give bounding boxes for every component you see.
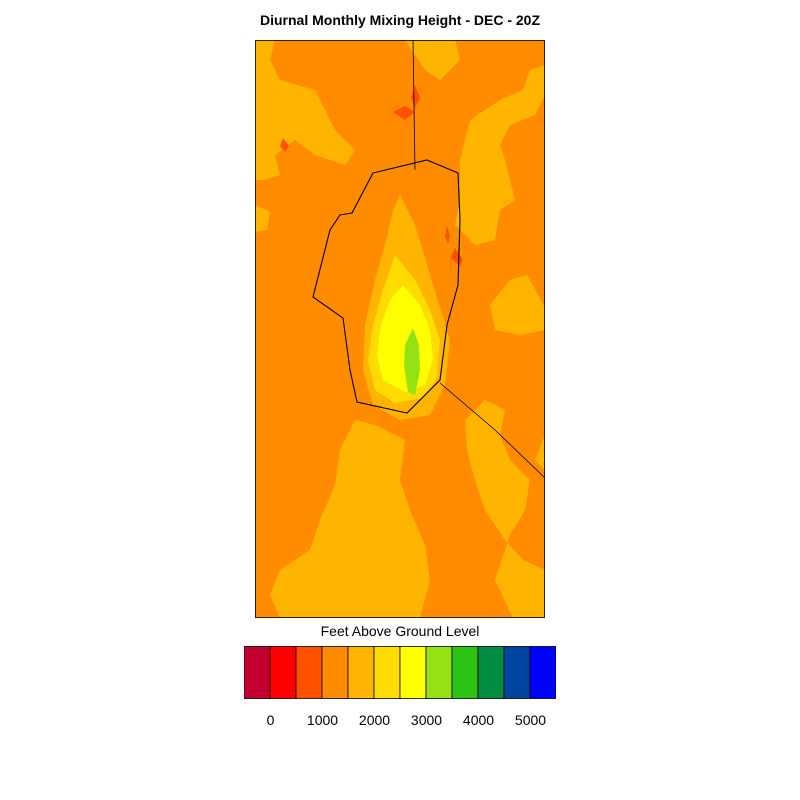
legend-swatch [244, 646, 271, 699]
contour-region-se [465, 400, 545, 618]
boundary-basin-outline [312, 159, 461, 414]
contour-region-ne [455, 65, 545, 245]
legend-swatch [295, 646, 323, 699]
legend-swatch [503, 646, 531, 699]
legend-swatch [269, 646, 297, 699]
legend-swatch [321, 646, 349, 699]
legend-swatch [529, 646, 556, 699]
legend-tick-label: 5000 [514, 712, 547, 728]
legend-swatch [373, 646, 401, 699]
legend-swatch [347, 646, 375, 699]
legend-swatch [451, 646, 479, 699]
legend-tick-label: 3000 [410, 712, 443, 728]
contour-spot-2 [393, 106, 415, 120]
contour-spot-5 [280, 138, 289, 152]
legend-title: Feet Above Ground Level [320, 623, 480, 639]
legend-tick-label: 2000 [358, 712, 391, 728]
contour-region-south [270, 420, 430, 618]
legend-swatch [425, 646, 453, 699]
boundary-southeast-line [439, 382, 545, 479]
contour-spot-1 [411, 85, 420, 108]
legend-tick-label: 1000 [306, 712, 339, 728]
contour-map [255, 40, 545, 618]
contour-region-e-edge [535, 435, 545, 470]
contour-region-core-peak [404, 328, 420, 395]
contour-spot-4 [451, 248, 463, 266]
legend-tick-label: 4000 [462, 712, 495, 728]
contour-region-w-patch [255, 205, 270, 232]
contour-region-e-lobe [490, 275, 545, 335]
contour-spot-3 [445, 226, 450, 244]
map-title: Diurnal Monthly Mixing Height - DEC - 20… [260, 12, 540, 28]
color-legend-bar [244, 646, 556, 699]
contour-region-nw [255, 40, 355, 180]
legend-swatch [477, 646, 505, 699]
boundary-north-line [412, 40, 416, 171]
contour-region-top-center [405, 40, 460, 80]
legend-swatch [399, 646, 427, 699]
map-frame [255, 40, 545, 618]
legend-tick-label: 0 [266, 712, 275, 728]
